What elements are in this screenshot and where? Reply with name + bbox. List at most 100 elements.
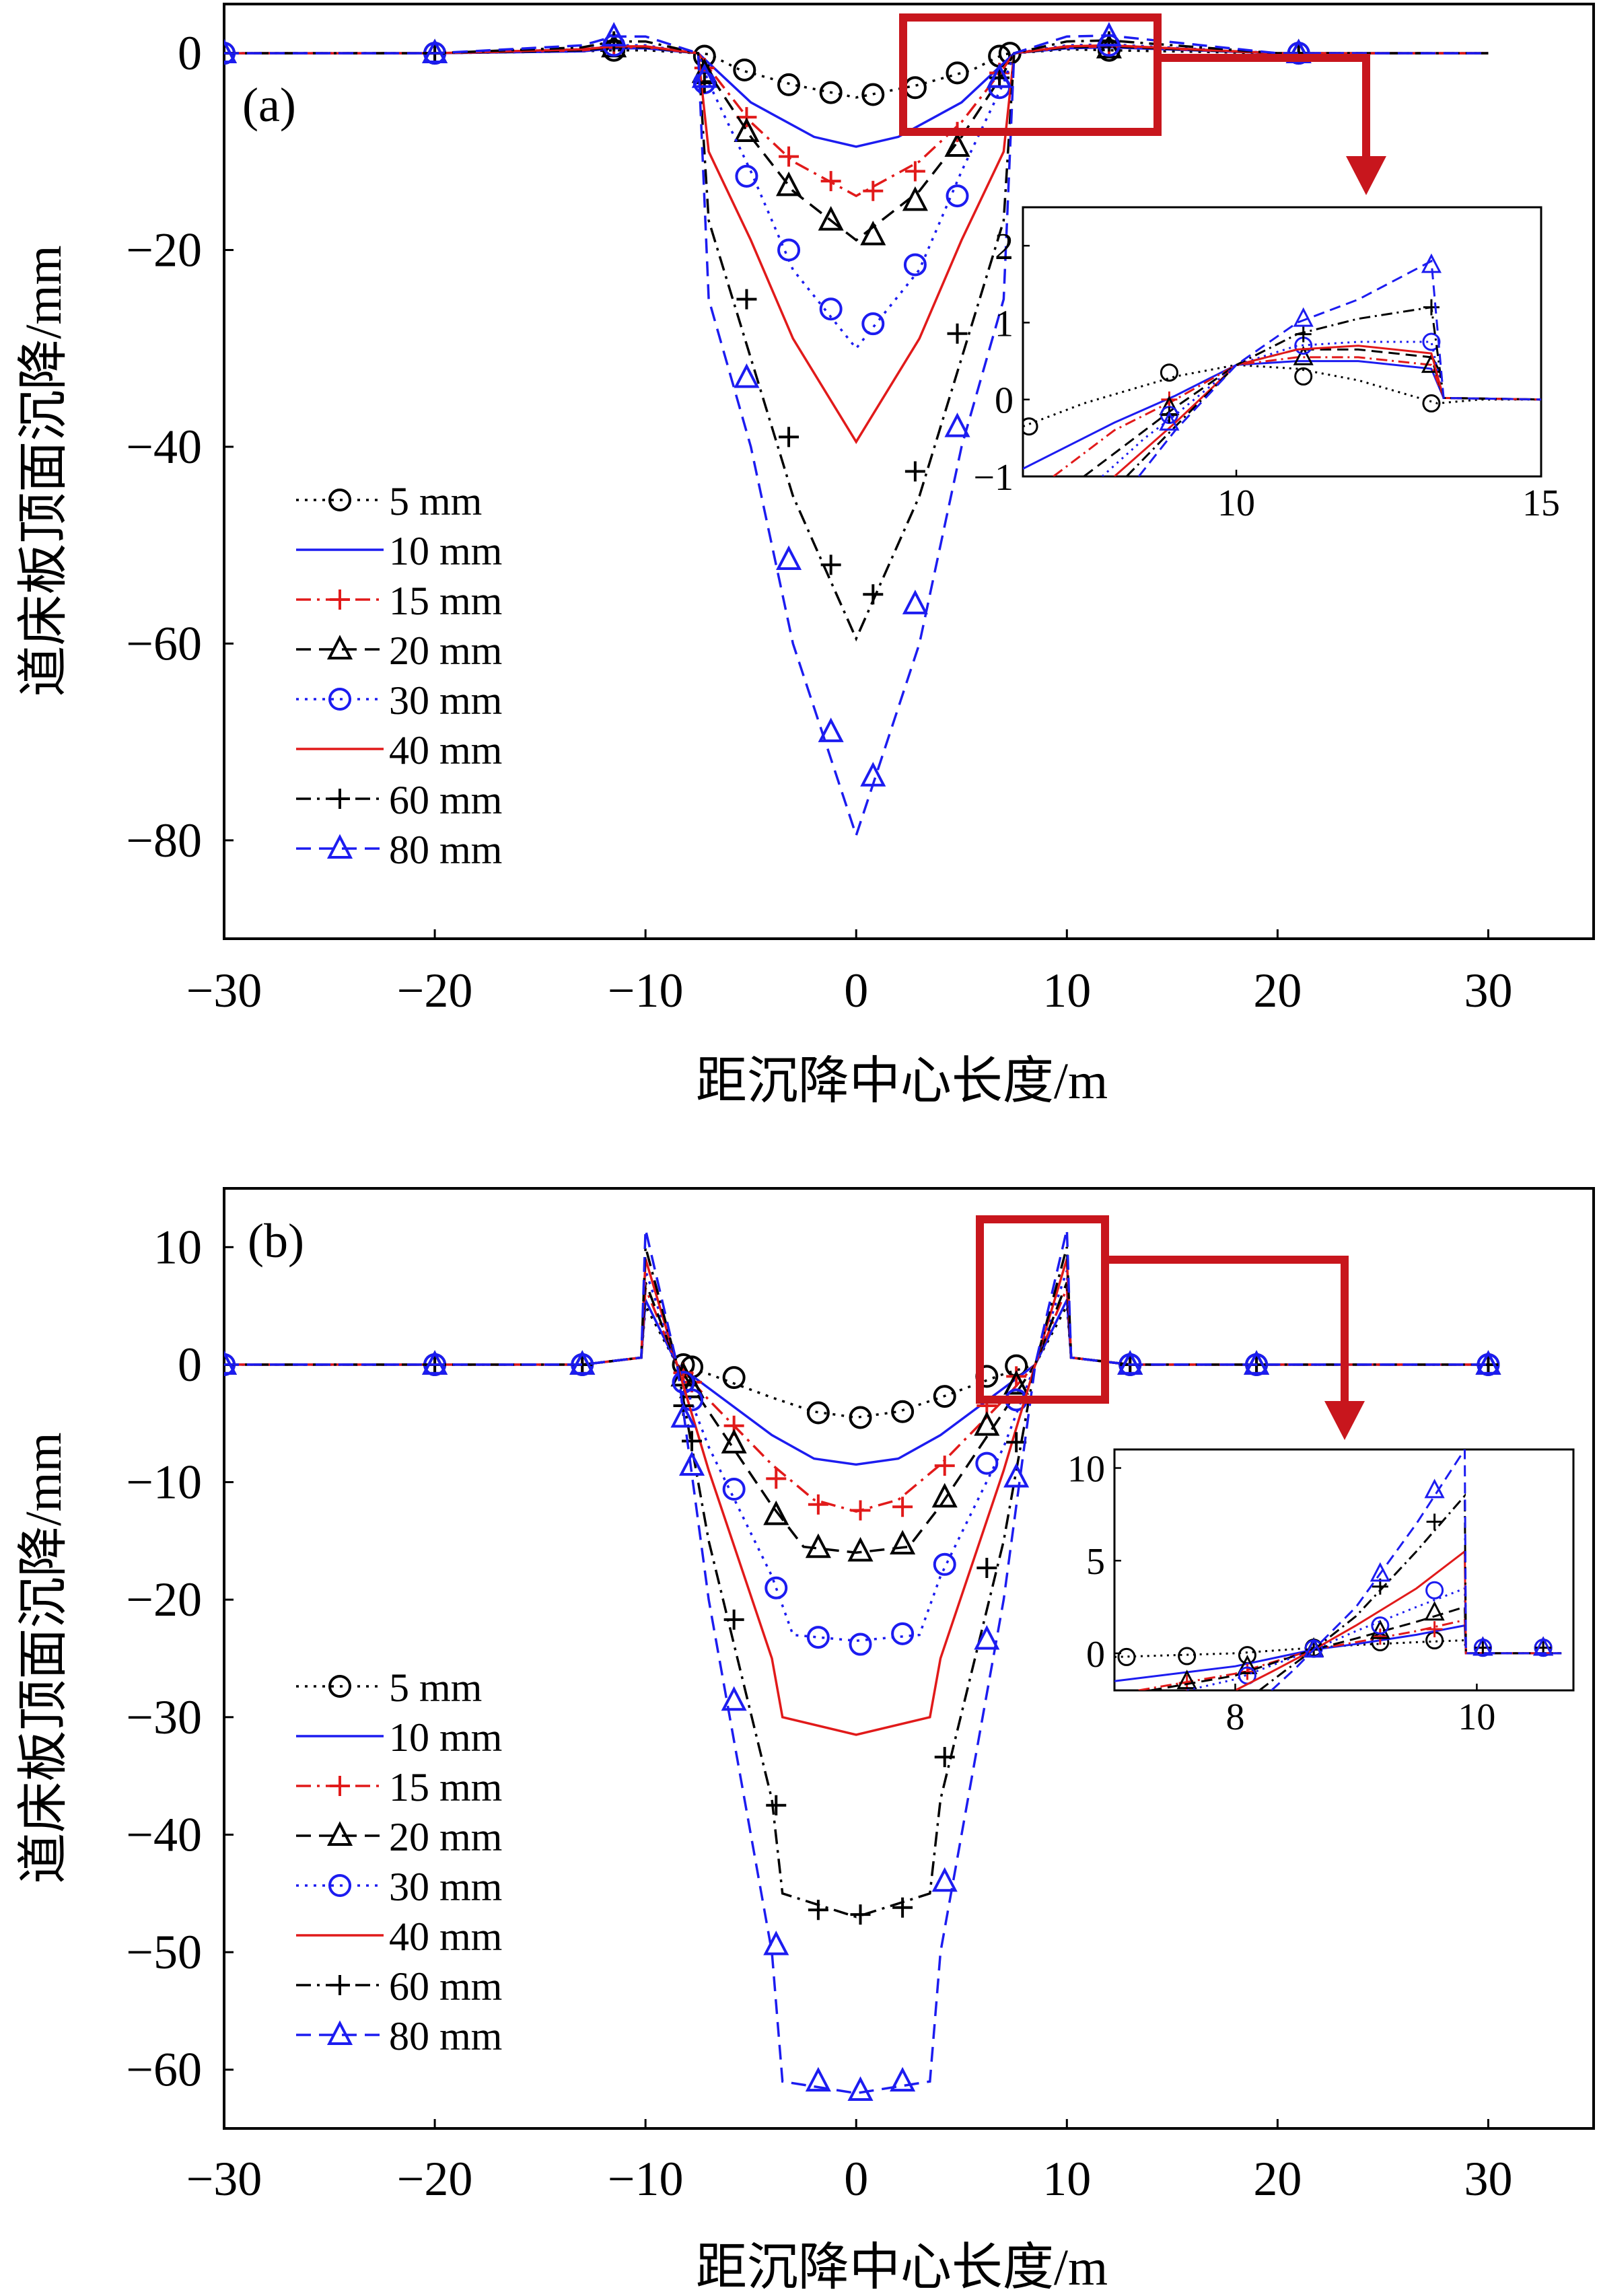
inset-series-line-80mm [1137, 259, 1541, 476]
legend-item: 80 mm [296, 2014, 502, 2058]
panel-a-zoom-indicator [899, 13, 1386, 195]
data-point-marker [806, 1626, 830, 1649]
data-point-marker [1096, 22, 1122, 47]
legend-label: 80 mm [389, 828, 502, 872]
data-point-marker [818, 206, 844, 231]
inset-data-point-marker [1472, 1636, 1493, 1656]
data-point-marker [890, 1530, 916, 1555]
panel-a-frame [223, 3, 1595, 940]
data-point-marker [601, 22, 627, 47]
legend-item: 15 mm [296, 1765, 502, 1809]
inset-data-point-marker [1117, 1647, 1136, 1666]
inset-data-point-marker [1294, 367, 1313, 386]
x-tick-label: −10 [608, 964, 684, 1017]
inset-data-point-marker [1293, 307, 1314, 327]
data-point-marker [765, 1576, 788, 1600]
data-point-marker [691, 63, 717, 88]
x-tick-label: 0 [844, 2152, 868, 2206]
inset-data-point-marker [1176, 1670, 1197, 1690]
legend-item: 20 mm [296, 1815, 502, 1859]
data-point-marker [934, 1747, 955, 1768]
data-point-marker [891, 1622, 915, 1645]
data-point-marker [947, 323, 968, 344]
inset-data-point-marker [1423, 299, 1440, 316]
y-tick-label: −20 [126, 1573, 202, 1626]
series-line-40mm [224, 44, 1489, 444]
data-point-marker [847, 1537, 874, 1562]
data-point-marker [763, 1500, 789, 1526]
data-point-marker [1006, 1432, 1027, 1453]
data-point-marker [850, 1500, 871, 1521]
data-point-marker [974, 1624, 1000, 1650]
inset-data-point-marker [1372, 1628, 1388, 1645]
data-point-marker [805, 2067, 831, 2092]
x-tick-label: 0 [844, 964, 868, 1017]
data-point-marker [422, 38, 448, 64]
data-point-marker [777, 238, 801, 262]
inset-x-tick-label: 10 [1217, 482, 1255, 524]
y-tick-label: 10 [153, 1220, 202, 1274]
legend-item: 60 mm [296, 778, 502, 822]
data-point-marker [808, 1900, 828, 1921]
legend-swatch-marker [328, 1874, 351, 1897]
legend-label: 15 mm [389, 579, 502, 623]
inset-data-point-marker [1160, 363, 1178, 382]
inset-y-tick-label: 2 [995, 226, 1014, 268]
data-point-marker [902, 186, 928, 211]
data-point-marker [861, 312, 885, 336]
y-tick-label: −80 [126, 814, 202, 867]
data-point-marker [1285, 38, 1312, 64]
inset-data-point-marker [1304, 1638, 1324, 1658]
panel-b-zoom-arrowhead [1324, 1401, 1365, 1440]
panel-a-y-axis-label: 道床板顶面沉降/mm [15, 245, 72, 696]
panel-a-x-axis-label: 距沉降中心长度/m [696, 1053, 1108, 1110]
data-point-marker [734, 363, 760, 388]
inset-data-point-marker [1239, 1663, 1256, 1680]
inset-data-point-marker [1023, 417, 1038, 436]
legend-label: 15 mm [389, 1765, 502, 1809]
inset-x-tick-label: 10 [1458, 1696, 1495, 1738]
data-point-marker [1117, 1350, 1143, 1375]
panel-b: −30 −20 −10 0 10 20 30 10 0 −10 −20 −30 −40 −50 −60 (… [15, 1187, 1595, 2296]
legend-label: 5 mm [389, 1665, 482, 1710]
data-point-marker [863, 584, 884, 605]
data-point-marker [903, 253, 927, 277]
data-point-marker [849, 1633, 872, 1656]
data-point-marker [733, 58, 756, 81]
x-tick-label: −10 [608, 2152, 684, 2206]
legend-item: 40 mm [296, 728, 502, 773]
inset-data-point-marker [1370, 1619, 1390, 1639]
data-point-marker [779, 427, 800, 447]
panel-b-inset-x-ticks: 8 10 [1225, 1684, 1495, 1738]
x-tick-label: −20 [397, 2152, 473, 2206]
inset-series-line-40mm [1113, 345, 1541, 476]
y-tick-label: −60 [126, 2043, 202, 2097]
y-tick-label: −50 [126, 1925, 202, 1979]
legend-swatch-marker [330, 1776, 350, 1796]
legend-item: 80 mm [296, 828, 502, 872]
inset-x-tick-label: 15 [1522, 482, 1560, 524]
data-point-marker [569, 1350, 596, 1375]
legend-label: 20 mm [389, 629, 502, 673]
data-point-marker [819, 297, 843, 321]
inset-series-line-60mm [1125, 306, 1541, 476]
data-point-marker [904, 461, 925, 482]
panel-b-inset-y-ticks: 0 5 10 [1067, 1449, 1121, 1676]
data-point-marker [944, 132, 970, 157]
y-tick-label: −60 [126, 616, 202, 670]
data-point-marker [987, 63, 1013, 88]
legend-label: 20 mm [389, 1815, 502, 1859]
data-point-marker [820, 171, 841, 192]
inset-data-point-marker [1422, 394, 1441, 412]
data-point-marker [860, 221, 886, 246]
data-point-marker [722, 1478, 746, 1501]
data-point-marker [931, 1482, 958, 1508]
data-point-marker [1003, 1370, 1030, 1395]
data-point-marker [850, 1904, 871, 1925]
data-point-marker [818, 717, 844, 742]
panel-a-inset: 10 15 −1 0 1 2 [973, 206, 1560, 524]
panel-a-label: (a) [242, 78, 296, 132]
panel-b-x-axis-label: 距沉降中心长度/m [696, 2239, 1108, 2296]
legend-item: 20 mm [296, 629, 502, 673]
data-point-marker [1096, 34, 1122, 59]
